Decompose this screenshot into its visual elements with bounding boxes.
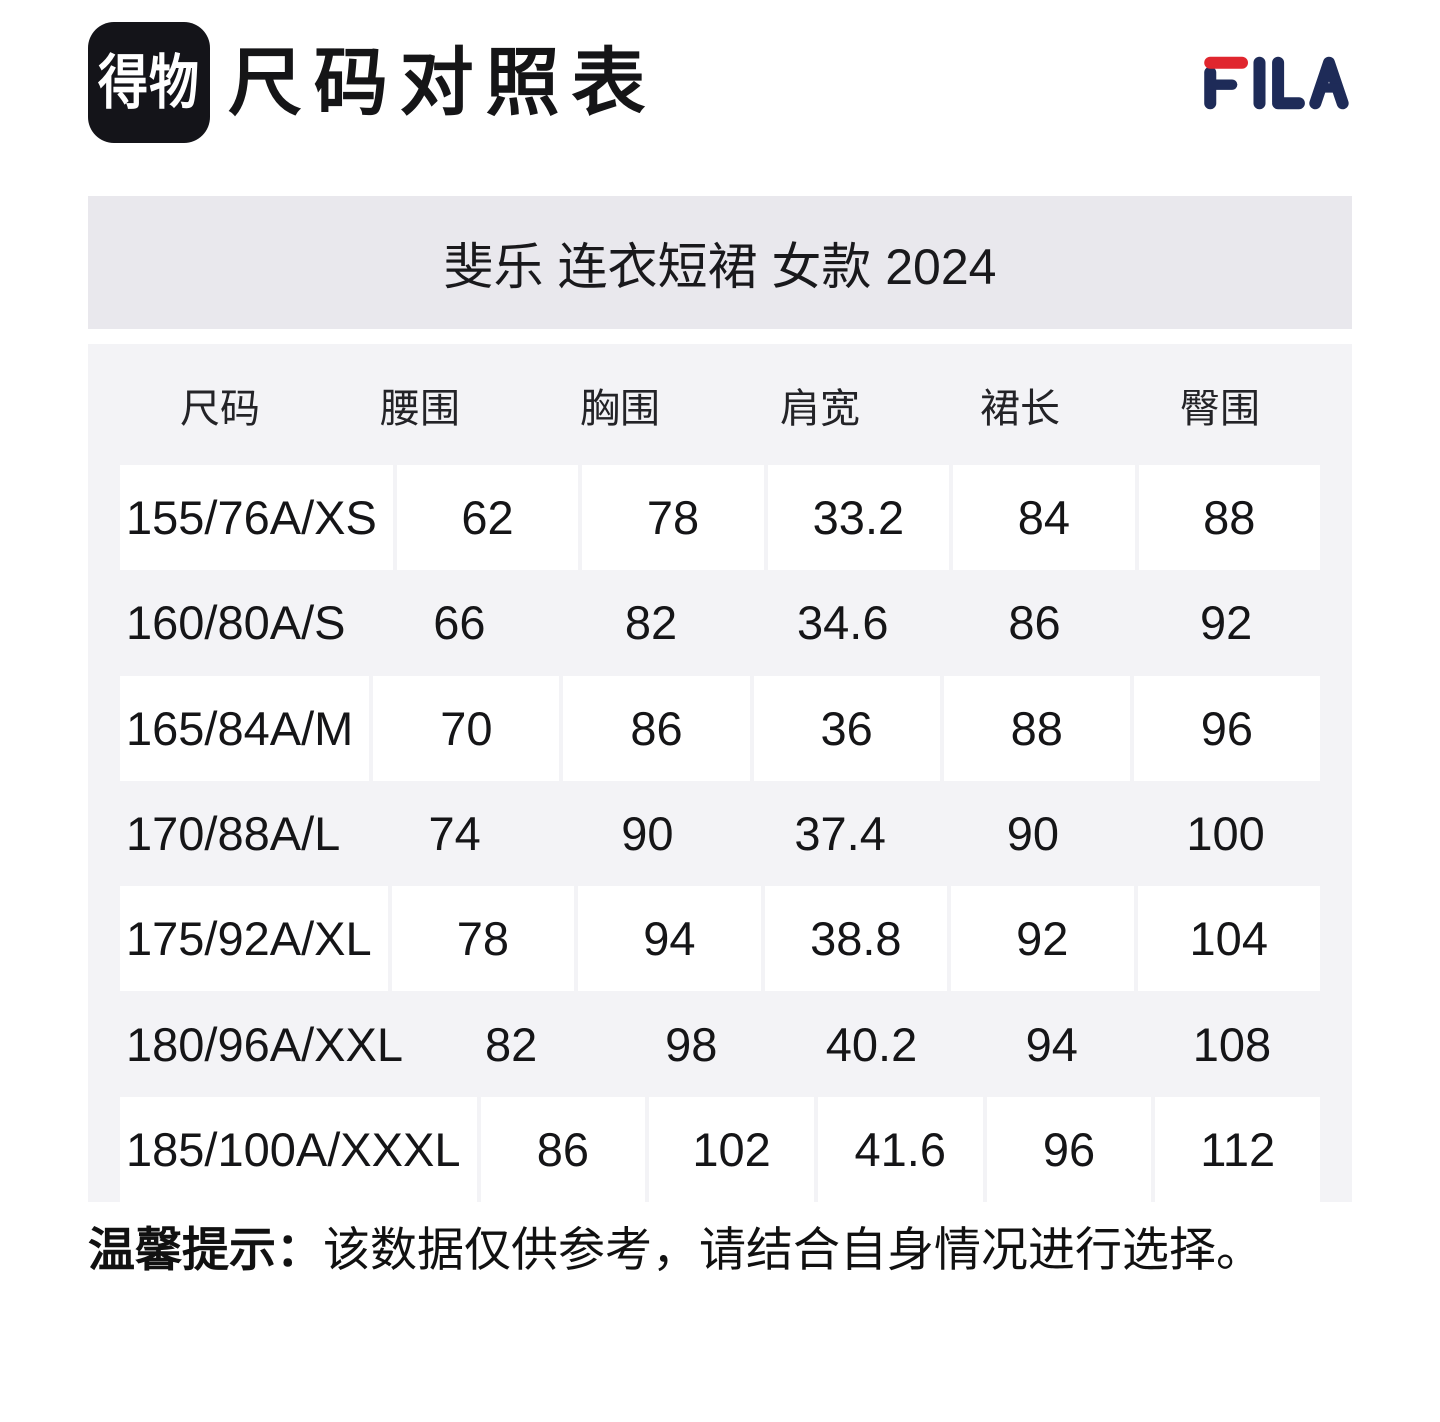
footer-notice: 温馨提示：该数据仅供参考，请结合自身情况进行选择。	[88, 1218, 1388, 1282]
value-cell: 40.2	[825, 1017, 918, 1071]
product-title: 斐乐 连衣短裙 女款 2024	[443, 238, 997, 295]
footer-notice-label: 温馨提示：	[88, 1223, 323, 1276]
size-table: 尺码 腰围 胸围 肩宽 裙长 臀围 155/76A/XS 62 78 33.2 84 88 160/8…	[88, 344, 1352, 1203]
value-cell: 88	[943, 675, 1130, 781]
size-cell: 175/92A/XL	[120, 886, 388, 992]
size-cell: 180/96A/XXL	[126, 1017, 403, 1071]
column-header: 肩宽	[780, 386, 860, 431]
page-title: 尺码对照表	[228, 40, 658, 124]
value-cell: 41.6	[817, 1096, 983, 1203]
table-header-row: 尺码 腰围 胸围 肩宽 裙长 臀围	[120, 344, 1320, 465]
fila-logo-icon	[1204, 56, 1349, 109]
column-header: 胸围	[580, 386, 660, 431]
value-cell: 86	[480, 1096, 646, 1203]
value-cell: 96	[986, 1096, 1152, 1203]
value-cell: 82	[624, 596, 678, 650]
value-cell: 100	[1186, 807, 1265, 861]
value-cell: 66	[433, 596, 486, 650]
value-cell: 82	[484, 1017, 538, 1071]
table-row: 175/92A/XL 78 94 38.8 92 104	[120, 886, 1320, 992]
value-cell: 70	[373, 675, 560, 781]
value-cell: 88	[1138, 465, 1320, 571]
value-cell: 90	[621, 807, 674, 861]
value-cell: 108	[1192, 1017, 1272, 1071]
column-header: 臀围	[1180, 386, 1260, 431]
value-cell: 94	[1025, 1017, 1078, 1071]
size-cell: 165/84A/M	[120, 675, 370, 781]
value-cell: 92	[951, 886, 1134, 992]
dewu-logo: 得物	[88, 22, 210, 143]
value-cell: 104	[1137, 886, 1320, 992]
dewu-logo-text: 得物	[98, 49, 200, 116]
header: 得物 尺码对照表	[88, 22, 1352, 143]
column-header: 尺码	[180, 386, 260, 431]
column-header: 腰围	[380, 386, 460, 431]
value-cell: 96	[1133, 675, 1321, 781]
table-body: 155/76A/XS 62 78 33.2 84 88 160/80A/S 66 82 34.6 8…	[120, 465, 1321, 1203]
value-cell: 92	[1200, 596, 1253, 650]
size-cell: 155/76A/XS	[120, 465, 393, 571]
table-row: 160/80A/S 66 82 34.6 86 92	[120, 570, 1320, 675]
table-row: 180/96A/XXL 82 98 40.2 94 108	[120, 991, 1320, 1096]
table-row: 165/84A/M 70 86 36 88 96	[120, 675, 1321, 781]
value-cell: 94	[578, 886, 761, 992]
value-cell: 98	[665, 1017, 718, 1071]
value-cell: 37.4	[794, 807, 886, 861]
value-cell: 62	[396, 465, 579, 571]
value-cell: 102	[649, 1096, 814, 1203]
value-cell: 84	[953, 465, 1135, 571]
product-banner: 斐乐 连衣短裙 女款 2024	[88, 196, 1352, 329]
size-cell: 170/88A/L	[126, 807, 341, 861]
table-row: 155/76A/XS 62 78 33.2 84 88	[120, 465, 1320, 571]
fila-brand-logo	[1202, 54, 1352, 112]
value-cell: 90	[1006, 807, 1060, 861]
value-cell: 38.8	[764, 886, 948, 992]
value-cell: 74	[428, 807, 481, 861]
footer-notice-text: 该数据仅供参考，请结合自身情况进行选择。	[323, 1223, 1263, 1276]
value-cell: 86	[1008, 596, 1061, 650]
size-cell: 185/100A/XXXL	[120, 1096, 477, 1203]
value-cell: 112	[1155, 1096, 1321, 1203]
table-row: 170/88A/L 74 90 37.4 90 100	[120, 781, 1320, 886]
value-cell: 34.6	[797, 596, 889, 650]
value-cell: 86	[563, 675, 750, 781]
value-cell: 78	[391, 886, 575, 992]
table-row: 185/100A/XXXL 86 102 41.6 96 112	[120, 1096, 1321, 1203]
value-cell: 33.2	[767, 465, 950, 571]
size-cell: 160/80A/S	[126, 596, 346, 650]
value-cell: 78	[582, 465, 764, 571]
value-cell: 36	[753, 675, 940, 781]
column-header: 裙长	[980, 386, 1060, 431]
